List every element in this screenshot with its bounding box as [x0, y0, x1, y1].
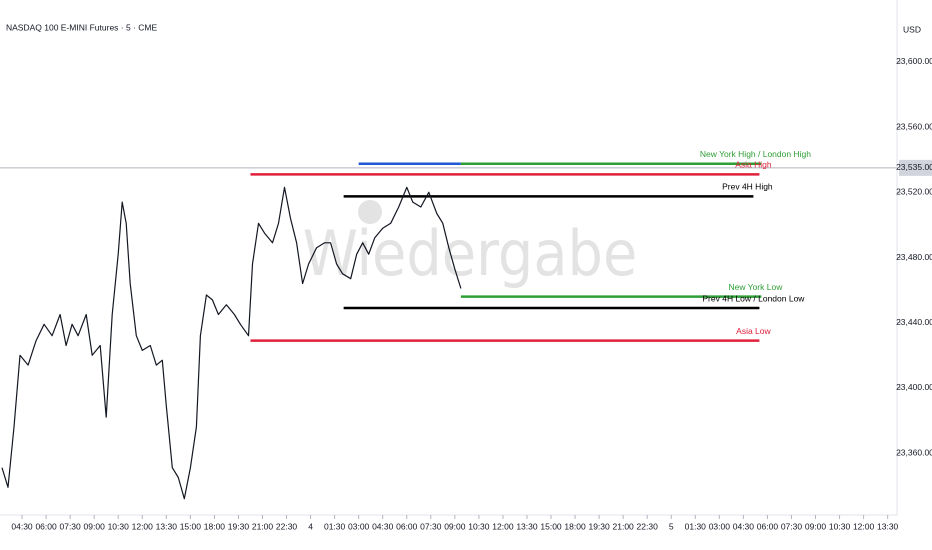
y-tick-label: 23,360.00	[896, 447, 932, 457]
x-tick-label: 03:00	[348, 521, 370, 531]
x-tick-label: 09:00	[805, 521, 827, 531]
x-tick-label: 13:30	[877, 521, 899, 531]
x-tick-label: 15:00	[180, 521, 202, 531]
x-tick-label: 07:30	[59, 521, 81, 531]
x-tick-label: 21:00	[252, 521, 274, 531]
watermark: Wiedergabe	[303, 217, 638, 290]
x-tick-label: 04:30	[733, 521, 755, 531]
x-tick-label: 09:00	[444, 521, 466, 531]
x-tick-label: 06:00	[757, 521, 779, 531]
x-tick-label: 22:30	[637, 521, 659, 531]
x-tick-label: 15:00	[540, 521, 562, 531]
y-tick-label: 23,520.00	[896, 187, 932, 197]
x-tick-label: 07:30	[781, 521, 803, 531]
x-tick-label: 09:00	[84, 521, 106, 531]
x-tick-label: 07:30	[420, 521, 442, 531]
y-tick-label: 23,440.00	[896, 317, 932, 327]
x-tick-label: 04:30	[372, 521, 394, 531]
x-tick-label: 18:00	[564, 521, 586, 531]
level-label: New York Low	[728, 282, 783, 292]
x-tick-label: 10:30	[829, 521, 851, 531]
x-tick-label: 12:00	[132, 521, 154, 531]
x-tick-label: 12:00	[492, 521, 514, 531]
x-tick-label: 12:00	[853, 521, 875, 531]
x-tick-label: 21:00	[613, 521, 635, 531]
level-label: Asia Low	[736, 326, 771, 336]
currency-label: USD	[903, 24, 921, 34]
x-tick-label: 10:30	[468, 521, 490, 531]
x-tick-label: 13:30	[516, 521, 538, 531]
level-label: Asia High	[735, 160, 772, 170]
last-price-label: 23,535.00	[896, 162, 932, 172]
x-tick-label: 03:00	[709, 521, 731, 531]
y-tick-label: 23,480.00	[896, 252, 932, 262]
level-label: Prev 4H Low / London Low	[702, 293, 805, 303]
watermark-icon	[358, 200, 382, 224]
x-tick-label: 19:30	[588, 521, 610, 531]
x-tick-label: 04:30	[11, 521, 33, 531]
y-tick-label: 23,600.00	[896, 56, 932, 66]
x-tick-label: 4	[308, 521, 313, 531]
level-label: Prev 4H High	[722, 182, 773, 192]
last-price-box	[899, 159, 932, 176]
x-tick-label: 01:30	[685, 521, 707, 531]
chart-title: NASDAQ 100 E-MINI Futures · 5 · CME	[6, 22, 157, 32]
x-tick-label: 06:00	[396, 521, 418, 531]
x-tick-label: 5	[669, 521, 674, 531]
x-tick-label: 06:00	[35, 521, 57, 531]
level-label: New York High / London High	[700, 149, 811, 159]
price-line	[1, 186, 462, 500]
x-tick-label: 13:30	[156, 521, 178, 531]
x-tick-label: 10:30	[108, 521, 130, 531]
y-tick-label: 23,560.00	[896, 121, 932, 131]
y-tick-label: 23,400.00	[896, 382, 932, 392]
x-tick-label: 22:30	[276, 521, 298, 531]
x-tick-label: 19:30	[228, 521, 250, 531]
x-tick-label: 18:00	[204, 521, 226, 531]
x-tick-label: 01:30	[324, 521, 346, 531]
